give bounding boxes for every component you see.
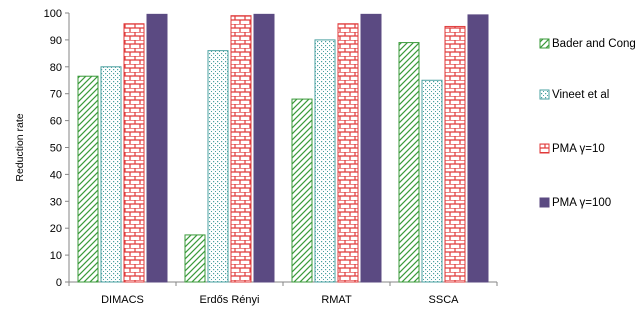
legend-swatch — [539, 197, 550, 208]
bar-diagonal-hatch-1 — [184, 234, 206, 283]
y-tick-label: 30 — [50, 196, 62, 208]
y-tick-label: 0 — [56, 277, 62, 289]
y-tick-label: 90 — [50, 35, 62, 47]
bar-brick-2 — [337, 23, 359, 283]
legend-label: PMA γ=100 — [552, 197, 611, 209]
bar-solid-2 — [360, 13, 382, 283]
bar-diagonal-hatch-2 — [291, 98, 313, 283]
legend: Bader and Cong Vineet et al PMA γ=10 PMA γ=… — [539, 38, 636, 209]
x-category-label: RMAT — [321, 294, 352, 306]
legend-swatch — [539, 38, 550, 49]
bar-solid-1 — [253, 13, 275, 283]
legend-label: Vineet et al — [552, 89, 609, 101]
x-category-label: DIMACS — [101, 294, 144, 306]
labels: 0 10 20 30 40 50 60 70 80 90 100 Reduction rate DIMA… — [14, 8, 459, 306]
y-tick-label: 40 — [50, 169, 62, 181]
y-tick-label: 80 — [50, 62, 62, 74]
legend-label: PMA γ=10 — [552, 143, 605, 155]
legend-swatch — [539, 143, 550, 154]
bar-brick-3 — [444, 25, 466, 283]
x-category-label: Erdős Rényi — [200, 294, 260, 306]
y-tick-label: 20 — [50, 223, 62, 235]
bar-dots-3 — [421, 79, 443, 283]
bar-diagonal-hatch-0 — [77, 75, 99, 283]
bar-dots-0 — [100, 66, 122, 283]
bar-brick-1 — [230, 15, 252, 283]
bar-diagonal-hatch-3 — [398, 42, 420, 283]
bar-dots-2 — [314, 39, 336, 283]
y-tick-label: 70 — [50, 89, 62, 101]
bar-dots-1 — [207, 50, 229, 283]
bar-brick-0 — [123, 23, 145, 283]
y-tick-label: 50 — [50, 143, 62, 155]
bar-solid-0 — [146, 13, 168, 283]
y-tick-label: 100 — [44, 8, 62, 20]
y-tick-label: 60 — [50, 116, 62, 128]
x-category-label: SSCA — [429, 294, 460, 306]
legend-swatch — [539, 89, 550, 100]
bars — [77, 13, 489, 283]
bar-solid-3 — [467, 14, 489, 283]
y-tick-label: 10 — [50, 250, 62, 262]
legend-label: Bader and Cong — [552, 38, 636, 50]
y-axis-title: Reduction rate — [14, 113, 26, 181]
